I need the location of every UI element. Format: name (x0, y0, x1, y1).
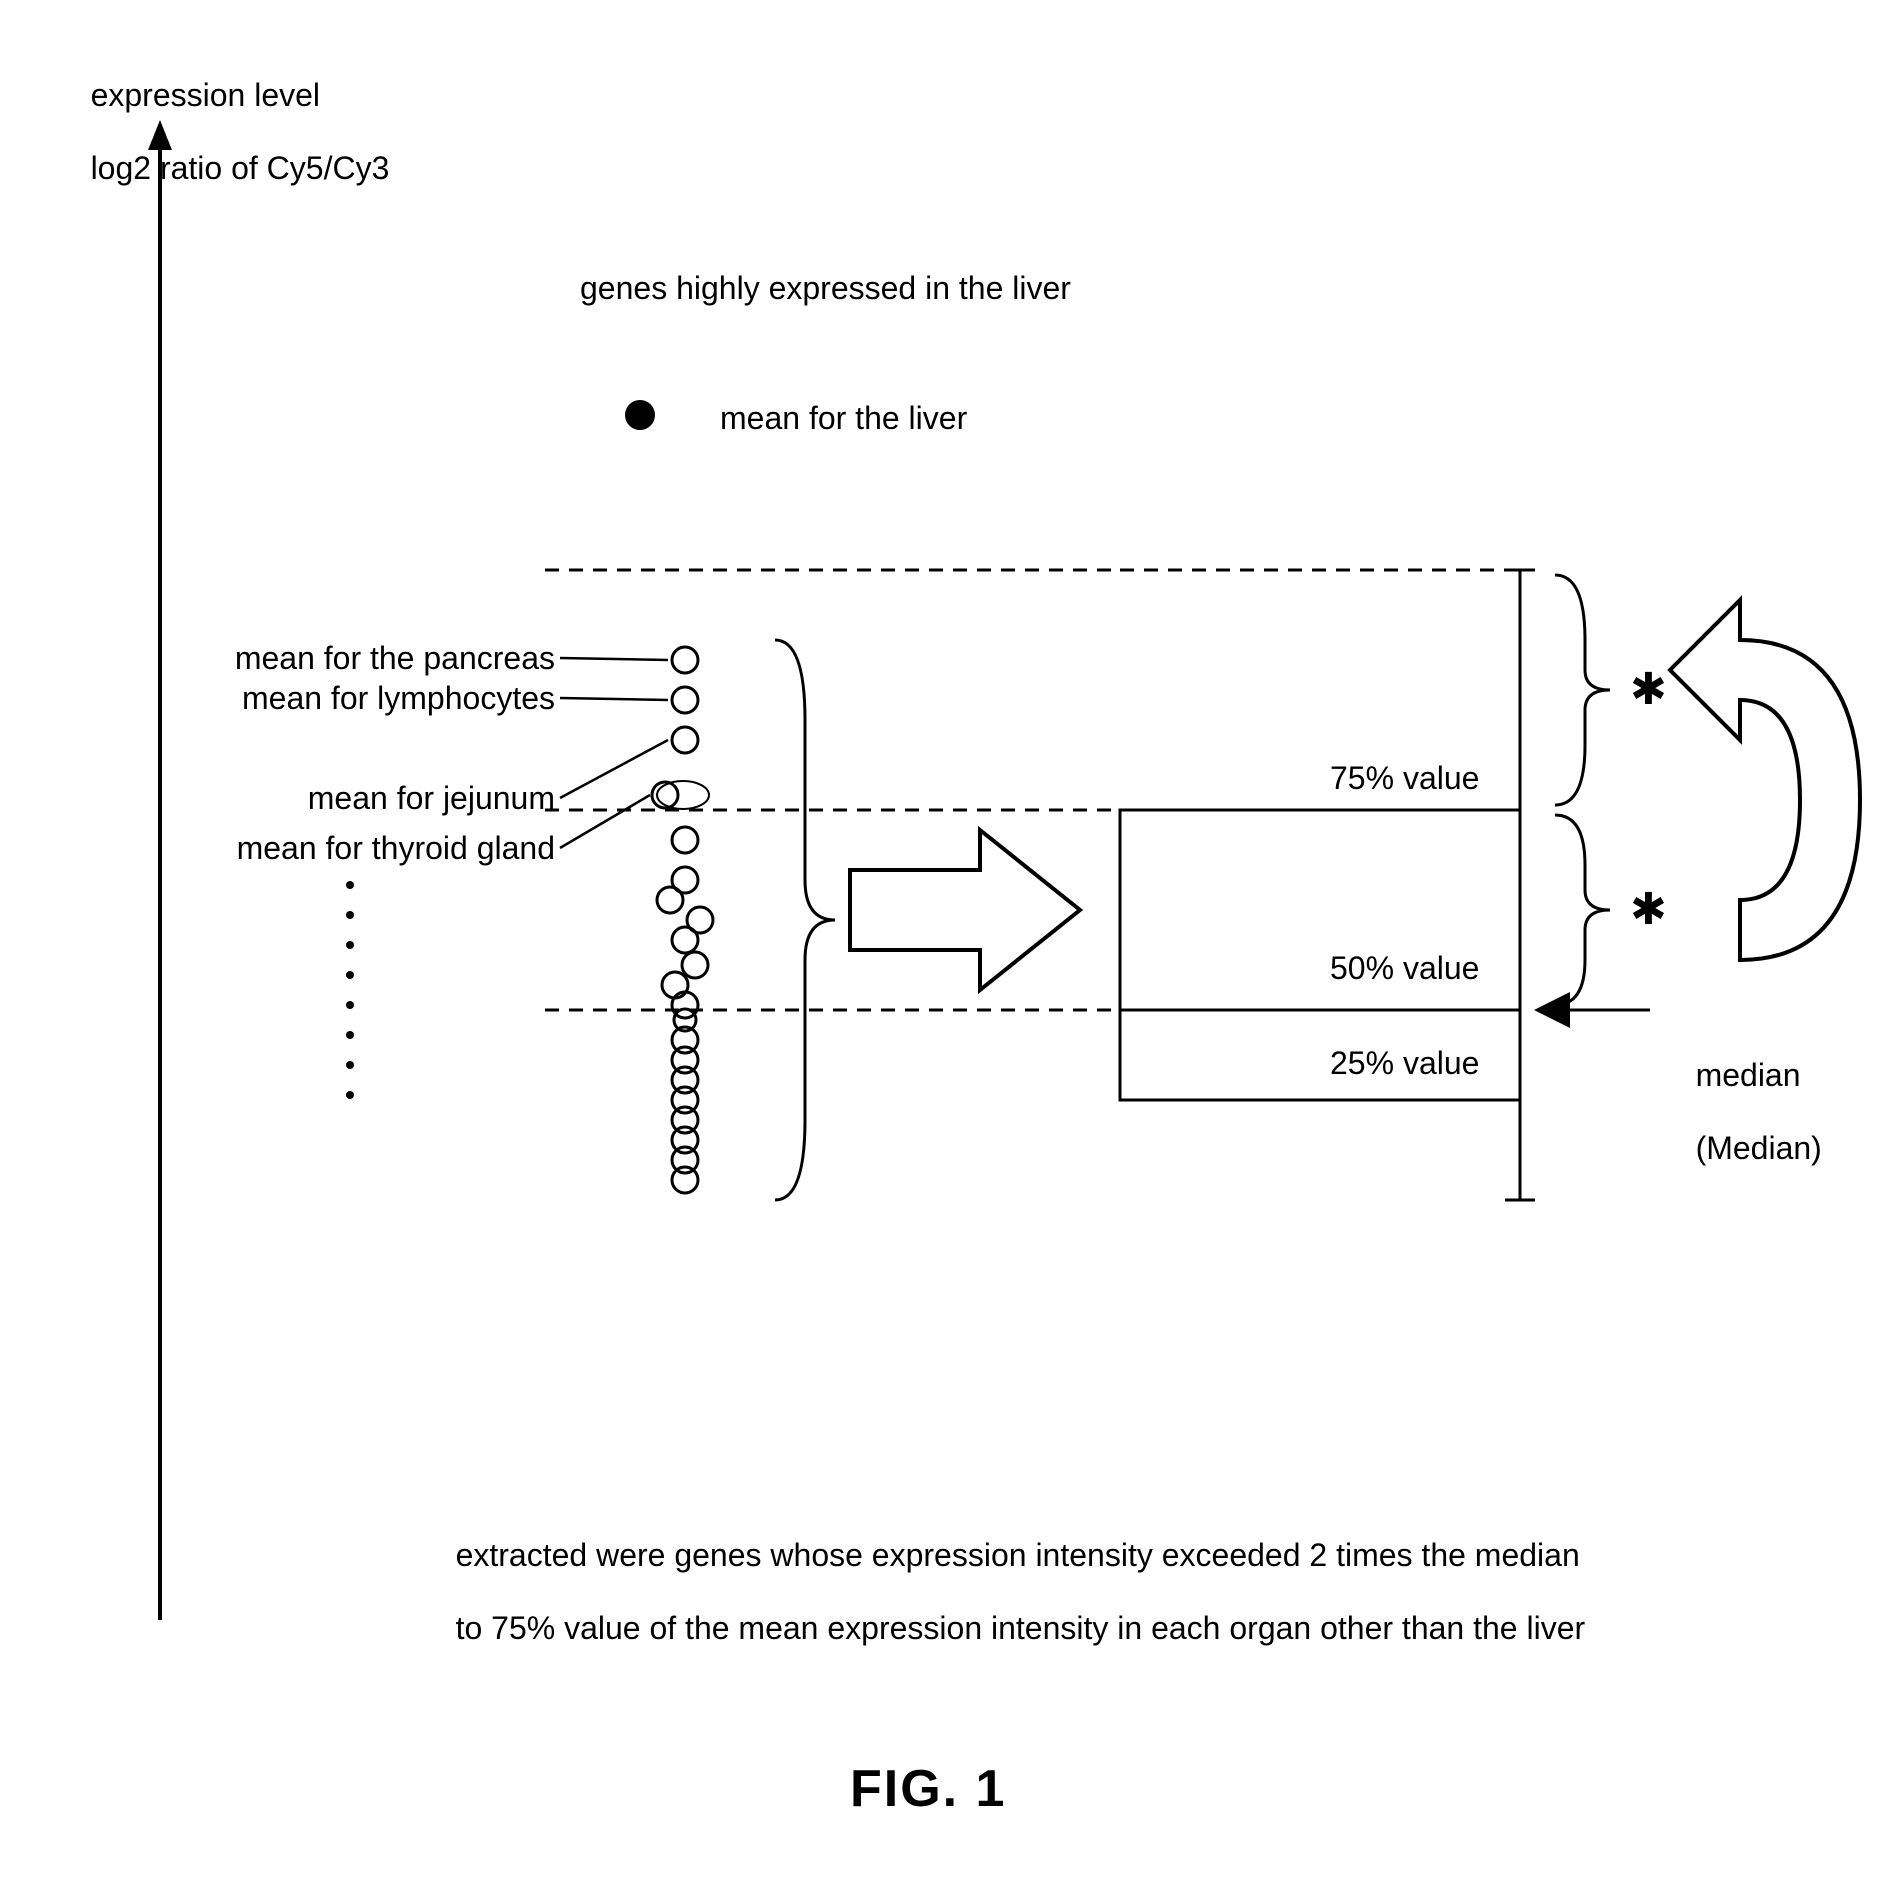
brace-scatter (775, 640, 835, 1200)
drawing-layer (0, 0, 1899, 1882)
block-arrow-icon (850, 830, 1080, 990)
figure-container: expression level log2 ratio of Cy5/Cy3 g… (0, 0, 1899, 1882)
y-axis-arrow-icon (148, 120, 172, 1620)
brace-upper-region (1555, 575, 1610, 805)
brace-lower-region (1555, 815, 1610, 1005)
curved-arrow-icon (1670, 600, 1860, 960)
highlight-ellipse (657, 781, 709, 809)
organ-pointer-lines (560, 658, 668, 848)
scatter-points (652, 647, 713, 1193)
ellipsis-dots (346, 881, 354, 1099)
legend-dot-liver (626, 401, 654, 429)
